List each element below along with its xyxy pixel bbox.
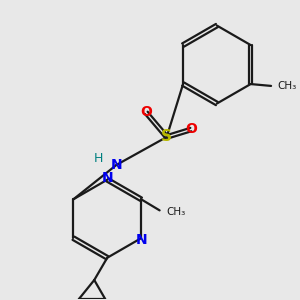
Text: CH₃: CH₃ [166,207,186,217]
Text: CH₃: CH₃ [278,81,297,91]
Text: S: S [161,130,172,145]
Text: N: N [101,171,113,185]
Text: H: H [93,152,103,165]
Text: O: O [140,105,152,119]
Text: O: O [185,122,197,136]
Text: N: N [136,233,148,247]
Text: N: N [111,158,122,172]
